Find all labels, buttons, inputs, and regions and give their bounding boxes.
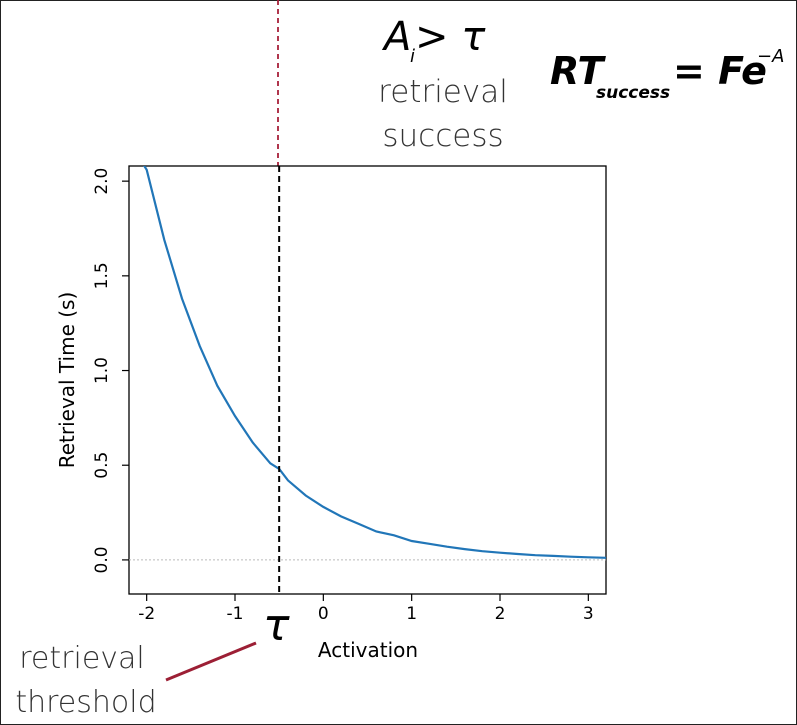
y-tick-label: 0.5 bbox=[92, 452, 112, 479]
x-axis-label: Activation bbox=[318, 638, 418, 662]
condition-label-line1: retrieval bbox=[378, 74, 508, 110]
series-line-0 bbox=[143, 166, 606, 559]
axes: -2 -1 0 1 2 3 0.0 0.5 1.0 1.5 2.0 bbox=[92, 168, 594, 624]
y-tick-label: 0.0 bbox=[92, 546, 112, 573]
threshold-label-line1: retrieval bbox=[19, 641, 145, 676]
formula-rhs: = Fe bbox=[673, 49, 767, 93]
plot-area bbox=[129, 166, 606, 594]
condition-operator: > τ bbox=[415, 14, 486, 60]
x-tick-label: 2 bbox=[495, 604, 506, 624]
x-tick-label: 0 bbox=[318, 604, 329, 624]
y-tick-label: 1.0 bbox=[92, 357, 112, 384]
formula-subscript: success bbox=[596, 83, 670, 103]
condition-main: A bbox=[381, 14, 411, 60]
plot-frame bbox=[128, 165, 607, 595]
threshold-pointer bbox=[165, 641, 257, 682]
formula-exponent: −A bbox=[757, 46, 784, 67]
x-tick-label: 1 bbox=[406, 604, 417, 624]
x-tick-label: -2 bbox=[138, 604, 155, 624]
condition-label-line2: success bbox=[382, 118, 503, 154]
tau-symbol: τ bbox=[263, 600, 290, 651]
y-tick-label: 1.5 bbox=[92, 262, 112, 289]
x-tick-label: -1 bbox=[227, 604, 244, 624]
x-tick-label: 3 bbox=[583, 604, 594, 624]
threshold-label-line2: threshold bbox=[15, 685, 156, 720]
y-axis-label: Retrieval Time (s) bbox=[55, 292, 79, 469]
condition-subscript: i bbox=[410, 46, 415, 67]
formula-main: RT bbox=[550, 49, 607, 93]
y-tick-label: 2.0 bbox=[92, 168, 112, 195]
